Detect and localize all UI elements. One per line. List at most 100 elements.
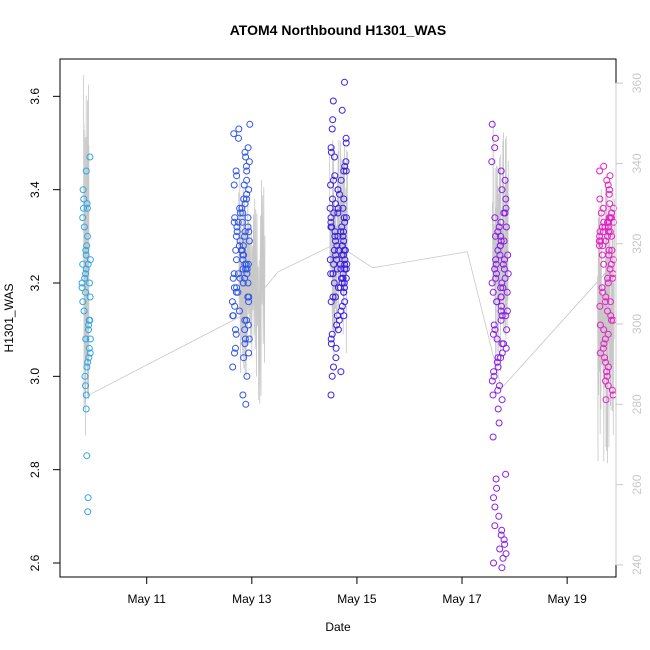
point-s2-55	[231, 214, 239, 222]
point-s4-67	[499, 554, 507, 562]
point-s1-32	[82, 391, 90, 399]
point-s2-82	[243, 167, 251, 175]
point-s5-4	[603, 176, 611, 184]
point-s5-53	[610, 218, 618, 226]
point-s4-79	[502, 312, 510, 320]
point-s5-25	[604, 274, 612, 282]
point-s2-14	[245, 186, 253, 194]
point-s4-59	[495, 512, 503, 520]
point-s3-66	[326, 256, 334, 264]
point-s4-60	[491, 522, 499, 530]
point-s1-28	[84, 358, 92, 366]
point-s4-3	[491, 144, 499, 152]
x-tick-label: May 13	[232, 592, 272, 606]
point-s3-46	[333, 321, 341, 329]
point-s4-47	[496, 382, 503, 390]
point-s5-31	[596, 302, 604, 310]
point-s4-6	[501, 176, 509, 184]
point-s4-84	[496, 242, 504, 250]
point-s1-20	[80, 307, 88, 315]
point-s1-7	[79, 214, 87, 222]
point-s3-6	[342, 134, 350, 142]
point-s2-77	[229, 312, 237, 320]
chart-title: ATOM4 Northbound H1301_WAS	[230, 22, 447, 38]
point-s5-38	[601, 335, 609, 343]
point-s2-9	[242, 162, 250, 170]
point-s5-45	[603, 368, 611, 376]
point-s2-34	[244, 279, 252, 287]
point-s2-80	[243, 195, 250, 203]
secondary-tick-label: 300	[630, 314, 644, 334]
point-s1-38	[84, 260, 92, 268]
point-s1-16	[78, 279, 86, 287]
point-s2-40	[236, 307, 243, 315]
point-s4-46	[488, 377, 496, 385]
point-s4-76	[488, 279, 496, 287]
point-s5-69	[604, 223, 612, 231]
point-s5-32	[604, 307, 611, 315]
point-s2-87	[236, 274, 244, 282]
point-s4-57	[490, 494, 497, 502]
point-s2-11	[233, 172, 241, 180]
secondary-tick-label: 240	[630, 555, 644, 575]
point-s2-21	[238, 218, 246, 226]
point-s3-5	[328, 125, 336, 133]
point-s2-85	[237, 246, 245, 254]
point-s1-22	[85, 321, 93, 329]
point-s3-58	[340, 214, 348, 222]
point-s1-40	[85, 316, 93, 324]
point-s4-64	[501, 540, 509, 548]
point-s3-3	[338, 106, 346, 114]
point-s2-23	[233, 228, 241, 236]
point-s2-57	[241, 228, 249, 236]
point-s4-11	[491, 214, 499, 222]
point-s2-7	[242, 153, 250, 161]
point-s3-13	[342, 167, 350, 175]
point-s5-41	[596, 349, 604, 357]
point-s2-2	[235, 125, 243, 133]
point-s4-26	[497, 284, 505, 292]
point-s1-43	[82, 265, 90, 273]
point-s1-29	[83, 363, 91, 371]
point-s3-77	[340, 288, 348, 296]
point-s5-58	[599, 228, 607, 236]
point-s1-19	[79, 298, 87, 306]
point-s4-25	[498, 279, 506, 287]
data-points	[78, 78, 618, 572]
point-s1-1	[86, 153, 94, 161]
point-s5-51	[602, 396, 610, 404]
point-s3-21	[334, 204, 342, 212]
point-s4-83	[492, 232, 499, 240]
point-s4-44	[490, 368, 498, 376]
point-s4-48	[494, 386, 502, 394]
point-s3-68	[330, 260, 338, 268]
point-s4-77	[489, 288, 497, 296]
point-s3-54	[337, 368, 345, 376]
point-s3-81	[330, 246, 338, 254]
point-s4-82	[497, 354, 505, 362]
x-axis: May 11 May 13 May 15 May 17 May 19	[127, 576, 587, 606]
point-s4-15	[497, 232, 504, 240]
x-tick-label: May 11	[127, 592, 166, 606]
point-s4-89	[497, 293, 505, 301]
secondary-y-axis: 240 260 280 300 320 340 360	[615, 73, 644, 575]
point-s4-69	[498, 564, 506, 572]
point-s4-16	[500, 237, 508, 245]
point-s4-40	[498, 349, 506, 357]
y-tick-label: 3.4	[28, 181, 42, 198]
point-s1-35	[84, 494, 92, 502]
point-s3-91	[338, 223, 346, 231]
point-s2-50	[240, 354, 248, 362]
y-axis-label: H1301_WAS	[2, 284, 16, 353]
point-s3-86	[341, 298, 349, 306]
point-s2-52	[243, 372, 251, 380]
point-s2-60	[239, 256, 247, 264]
point-s1-42	[82, 246, 90, 254]
point-s5-22	[600, 260, 608, 268]
point-s4-52	[495, 419, 503, 427]
point-s4-32	[498, 312, 506, 320]
point-s3-92	[331, 232, 339, 240]
point-s3-65	[340, 251, 347, 259]
point-s3-69	[337, 265, 345, 273]
point-s3-19	[329, 195, 336, 203]
